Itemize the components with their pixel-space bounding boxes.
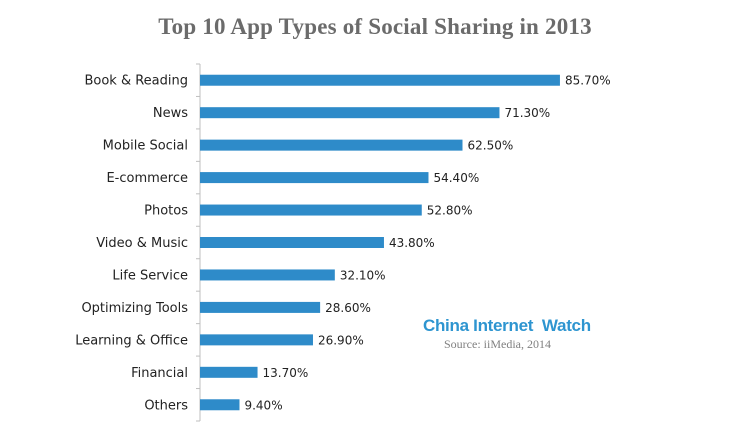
category-label: Financial bbox=[131, 366, 188, 381]
bar bbox=[200, 139, 463, 151]
bar bbox=[200, 172, 429, 184]
watermark-text: China Internet Watch bbox=[423, 316, 591, 335]
category-label: Photos bbox=[144, 204, 188, 219]
bar bbox=[200, 204, 422, 216]
value-label: 54.40% bbox=[433, 171, 479, 185]
category-label: Life Service bbox=[112, 268, 188, 283]
source-note: Source: iiMedia, 2014 bbox=[444, 337, 551, 351]
bar bbox=[200, 399, 240, 411]
category-label: News bbox=[153, 106, 188, 121]
category-label: Others bbox=[144, 398, 188, 413]
bar bbox=[200, 366, 258, 378]
bar bbox=[200, 74, 560, 86]
bar bbox=[200, 107, 500, 119]
chart-title: Top 10 App Types of Social Sharing in 20… bbox=[158, 14, 592, 39]
value-label: 85.70% bbox=[565, 74, 611, 88]
category-label: Book & Reading bbox=[84, 74, 188, 89]
value-label: 28.60% bbox=[325, 301, 371, 315]
value-label: 62.50% bbox=[468, 139, 514, 153]
bar bbox=[200, 237, 384, 248]
category-label: Optimizing Tools bbox=[81, 301, 188, 316]
category-label: E-commerce bbox=[106, 171, 188, 186]
category-label: Video & Music bbox=[96, 236, 188, 251]
category-label: Learning & Office bbox=[75, 333, 188, 348]
value-label: 26.90% bbox=[318, 333, 364, 347]
value-label: 9.40% bbox=[244, 398, 282, 412]
value-label: 43.80% bbox=[389, 236, 435, 250]
value-label: 13.70% bbox=[263, 366, 309, 380]
category-label: Mobile Social bbox=[103, 139, 188, 154]
value-label: 71.30% bbox=[504, 106, 550, 120]
bar bbox=[200, 269, 335, 281]
bar bbox=[200, 301, 321, 313]
value-label: 32.10% bbox=[340, 268, 386, 282]
bar bbox=[200, 334, 313, 346]
value-label: 52.80% bbox=[427, 204, 473, 218]
